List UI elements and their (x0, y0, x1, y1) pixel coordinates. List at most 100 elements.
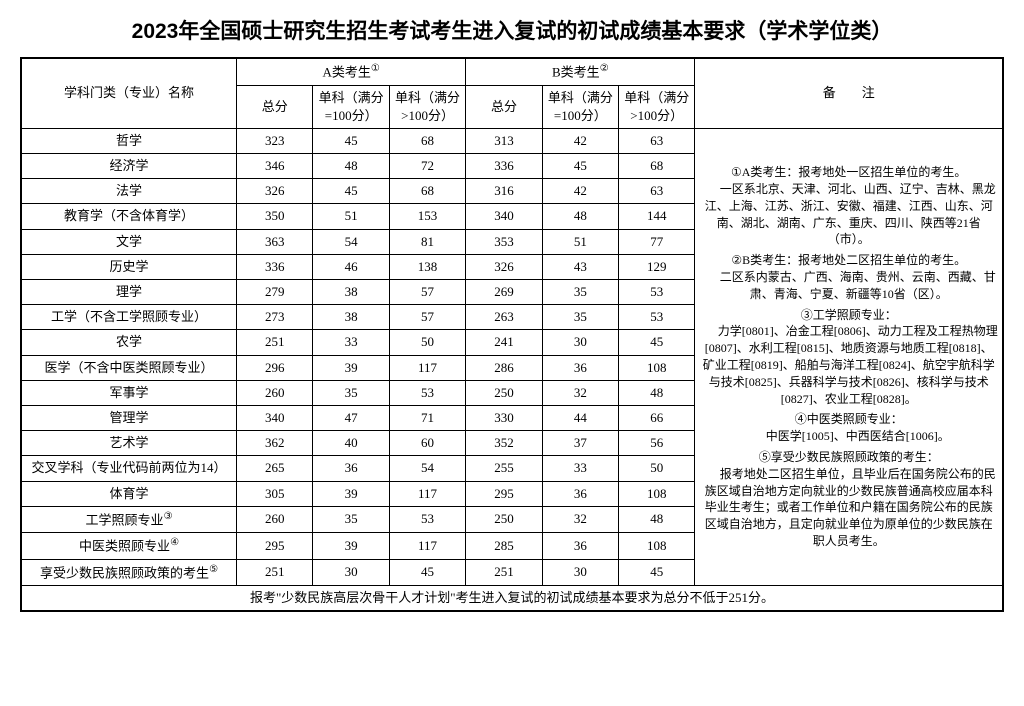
score-cell: 260 (237, 506, 313, 533)
subject-cell: 管理学 (21, 405, 237, 430)
score-cell: 35 (542, 305, 618, 330)
score-cell: 251 (237, 559, 313, 586)
subject-cell: 农学 (21, 330, 237, 355)
score-cell: 68 (619, 154, 695, 179)
score-cell: 36 (542, 481, 618, 506)
table-footer: 报考"少数民族高层次骨干人才计划"考生进入复试的初试成绩基本要求为总分不低于25… (21, 586, 1003, 612)
score-cell: 68 (389, 128, 465, 153)
subject-cell: 工学（不含工学照顾专业） (21, 305, 237, 330)
score-cell: 81 (389, 229, 465, 254)
score-cell: 250 (466, 506, 542, 533)
score-cell: 48 (313, 154, 389, 179)
score-cell: 251 (466, 559, 542, 586)
score-cell: 326 (466, 254, 542, 279)
score-cell: 35 (542, 280, 618, 305)
score-cell: 37 (542, 431, 618, 456)
score-cell: 108 (619, 533, 695, 560)
score-cell: 129 (619, 254, 695, 279)
score-cell: 45 (313, 179, 389, 204)
score-cell: 45 (619, 559, 695, 586)
note-paragraph: ④中医类照顾专业： (699, 411, 998, 428)
score-cell: 265 (237, 456, 313, 481)
subject-cell: 教育学（不含体育学） (21, 204, 237, 229)
score-cell: 57 (389, 305, 465, 330)
score-cell: 68 (389, 179, 465, 204)
score-cell: 51 (313, 204, 389, 229)
note-paragraph: 力学[0801]、冶金工程[0806]、动力工程及工程热物理[0807]、水利工… (699, 323, 998, 407)
subject-cell: 经济学 (21, 154, 237, 179)
score-cell: 46 (313, 254, 389, 279)
score-cell: 36 (313, 456, 389, 481)
score-cell: 54 (313, 229, 389, 254)
header-b-s100: 单科（满分=100分） (542, 85, 618, 128)
header-a-s100: 单科（满分=100分） (313, 85, 389, 128)
score-cell: 117 (389, 355, 465, 380)
score-cell: 36 (542, 533, 618, 560)
header-subject: 学科门类（专业）名称 (21, 58, 237, 128)
subject-cell: 交叉学科（专业代码前两位为14） (21, 456, 237, 481)
score-cell: 326 (237, 179, 313, 204)
score-cell: 50 (619, 456, 695, 481)
score-cell: 53 (619, 280, 695, 305)
score-cell: 353 (466, 229, 542, 254)
score-cell: 263 (466, 305, 542, 330)
score-cell: 30 (542, 559, 618, 586)
score-cell: 35 (313, 506, 389, 533)
score-cell: 352 (466, 431, 542, 456)
score-cell: 48 (619, 380, 695, 405)
score-cell: 33 (542, 456, 618, 481)
score-cell: 45 (389, 559, 465, 586)
score-cell: 32 (542, 506, 618, 533)
score-cell: 57 (389, 280, 465, 305)
score-cell: 71 (389, 405, 465, 430)
score-cell: 38 (313, 305, 389, 330)
score-cell: 305 (237, 481, 313, 506)
score-cell: 144 (619, 204, 695, 229)
score-cell: 108 (619, 355, 695, 380)
score-cell: 45 (542, 154, 618, 179)
score-cell: 42 (542, 179, 618, 204)
subject-cell: 艺术学 (21, 431, 237, 456)
score-cell: 39 (313, 481, 389, 506)
score-cell: 39 (313, 355, 389, 380)
score-cell: 40 (313, 431, 389, 456)
score-cell: 336 (237, 254, 313, 279)
subject-cell: 文学 (21, 229, 237, 254)
score-cell: 273 (237, 305, 313, 330)
score-cell: 50 (389, 330, 465, 355)
score-cell: 350 (237, 204, 313, 229)
score-cell: 295 (237, 533, 313, 560)
score-cell: 279 (237, 280, 313, 305)
score-cell: 286 (466, 355, 542, 380)
score-cell: 363 (237, 229, 313, 254)
score-cell: 53 (389, 380, 465, 405)
note-paragraph: ①A类考生：报考地处一区招生单位的考生。 (699, 164, 998, 181)
note-paragraph: 二区系内蒙古、广西、海南、贵州、云南、西藏、甘肃、青海、宁夏、新疆等10省（区）… (699, 269, 998, 303)
score-cell: 340 (466, 204, 542, 229)
score-cell: 336 (466, 154, 542, 179)
score-cell: 108 (619, 481, 695, 506)
score-cell: 32 (542, 380, 618, 405)
score-cell: 54 (389, 456, 465, 481)
header-group-a: A类考生① (237, 58, 466, 85)
score-cell: 241 (466, 330, 542, 355)
table-row: 哲学32345683134263①A类考生：报考地处一区招生单位的考生。一区系北… (21, 128, 1003, 153)
score-cell: 316 (466, 179, 542, 204)
score-cell: 63 (619, 128, 695, 153)
subject-cell: 工学照顾专业③ (21, 506, 237, 533)
score-cell: 296 (237, 355, 313, 380)
score-cell: 44 (542, 405, 618, 430)
header-notes: 备 注 (695, 58, 1003, 128)
header-a-s100p: 单科（满分>100分） (389, 85, 465, 128)
score-cell: 33 (313, 330, 389, 355)
score-cell: 53 (619, 305, 695, 330)
score-cell: 53 (389, 506, 465, 533)
note-paragraph: ⑤享受少数民族照顾政策的考生： (699, 449, 998, 466)
note-paragraph: ③工学照顾专业： (699, 307, 998, 324)
score-cell: 36 (542, 355, 618, 380)
score-cell: 56 (619, 431, 695, 456)
subject-cell: 理学 (21, 280, 237, 305)
note-paragraph: 一区系北京、天津、河北、山西、辽宁、吉林、黑龙江、上海、江苏、浙江、安徽、福建、… (699, 181, 998, 248)
subject-cell: 中医类照顾专业④ (21, 533, 237, 560)
score-cell: 45 (619, 330, 695, 355)
